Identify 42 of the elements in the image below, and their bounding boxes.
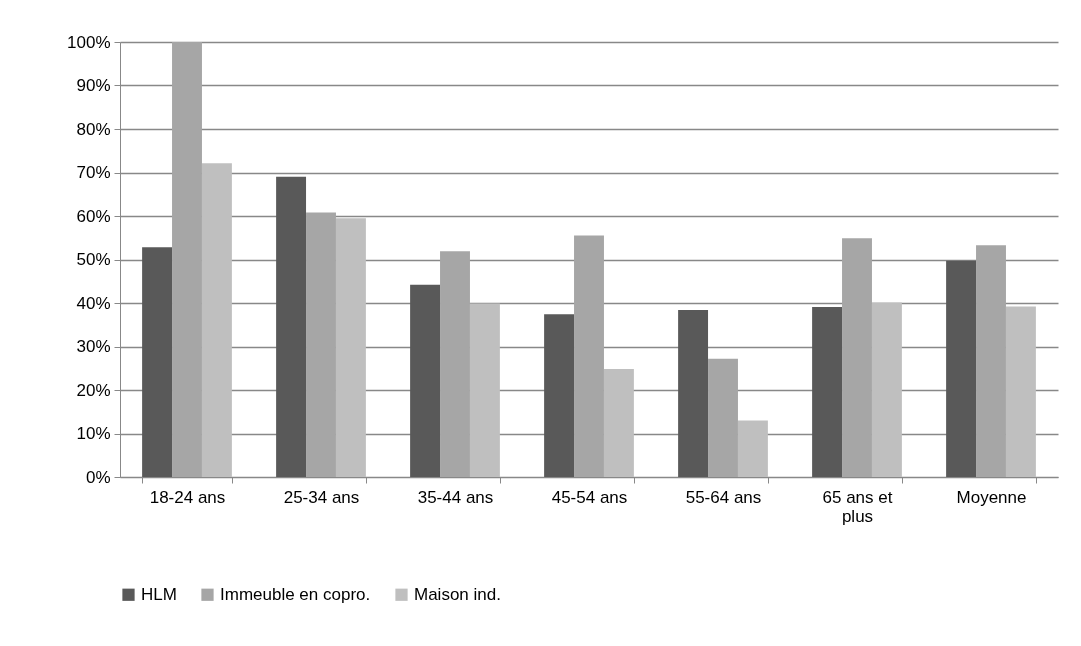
y-tick-label: 40%: [76, 293, 111, 313]
x-tick-label: 65 ans et plus: [822, 487, 893, 526]
y-tick-label: 0%: [85, 467, 111, 487]
bar: [737, 420, 768, 477]
x-tick-label: 25-34 ans: [283, 487, 360, 507]
bar: [201, 163, 232, 477]
bar: [410, 284, 441, 477]
legend-label: Immeuble en copro.: [220, 584, 371, 604]
bar: [708, 358, 738, 477]
bar: [1005, 306, 1036, 477]
bar: [946, 260, 977, 477]
bar: [976, 245, 1006, 477]
bar: [871, 302, 902, 477]
y-tick-label: 70%: [76, 163, 111, 182]
y-tick-label: 20%: [76, 380, 111, 400]
bar: [603, 369, 634, 477]
bar: [276, 176, 307, 477]
bar: [812, 306, 843, 477]
y-tick-label: 100%: [67, 32, 111, 52]
bar: [678, 309, 709, 477]
bar: [842, 238, 872, 477]
bar: [469, 303, 500, 477]
x-tick-label: 45-54 ans: [551, 487, 628, 507]
bar: [306, 212, 336, 477]
y-tick-label: 90%: [76, 76, 111, 95]
x-tick-label: Moyenne: [956, 487, 1027, 507]
legend-label: Maison ind.: [414, 584, 501, 604]
x-tick-label: 55-64 ans: [685, 487, 762, 507]
y-tick-label: 80%: [76, 119, 111, 139]
y-tick-label: 10%: [76, 424, 111, 443]
bar: [544, 314, 575, 477]
bar: [335, 218, 366, 477]
bar: [574, 235, 604, 477]
bar: [142, 247, 173, 477]
x-tick-label: 35-44 ans: [417, 487, 494, 507]
y-tick-label: 30%: [76, 337, 111, 356]
y-tick-label: 50%: [76, 250, 111, 269]
bar: [440, 251, 470, 477]
legend-label: HLM: [141, 584, 177, 604]
bar: [172, 42, 202, 477]
x-tick-label: 18-24 ans: [149, 487, 226, 507]
y-tick-label: 60%: [76, 206, 111, 226]
